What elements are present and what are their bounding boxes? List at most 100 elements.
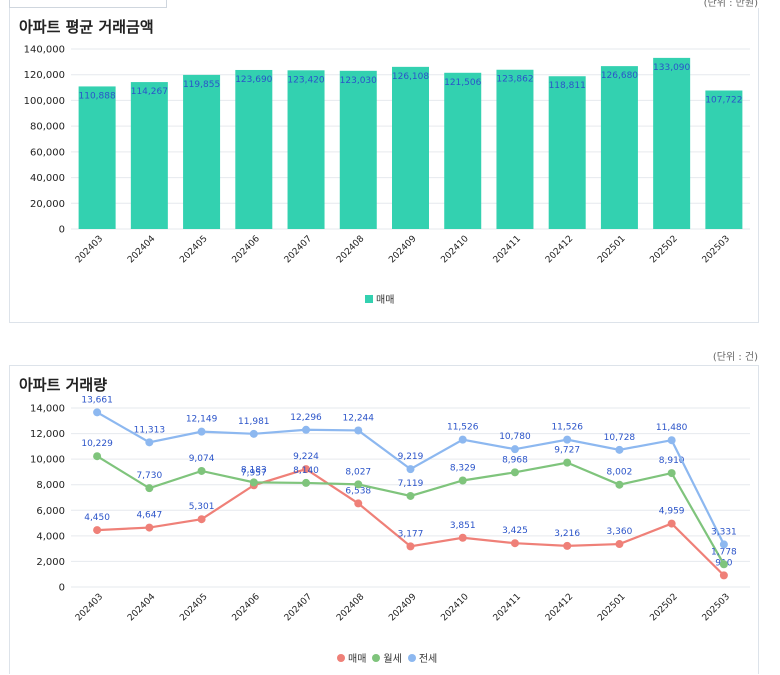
bar-value-label: 123,690 <box>235 75 272 85</box>
x-tick-label: 202406 <box>231 234 263 266</box>
avg-price-chart-title: 아파트 평균 거래금액 <box>19 18 154 36</box>
point-월세-202412 <box>563 458 572 467</box>
x-tick-label: 202501 <box>596 592 627 623</box>
volume-chart-panel: 아파트 거래량 0 2,000 4,000 6,000 8,000 10,000 12,00… <box>9 365 759 674</box>
x-tick-label: 202408 <box>335 234 367 266</box>
point-월세-202410 <box>458 476 467 485</box>
bar-202408 <box>339 70 377 229</box>
legend-item[interactable]: 매매 <box>337 650 366 665</box>
y-tick-label: 14,000 <box>30 404 65 415</box>
point-월세-202406 <box>249 478 258 487</box>
avg-price-bar-chart: 0 20,000 40,000 60,000 80,000 100,000 120,000 1… <box>24 45 750 266</box>
point-value-label: 9,224 <box>293 452 319 462</box>
bar-value-label: 126,680 <box>601 71 638 81</box>
point-value-label: 8,910 <box>659 456 685 466</box>
legend-label: 전세 <box>418 654 438 665</box>
legend-item[interactable]: 매매 <box>365 291 394 306</box>
x-tick-label: 202408 <box>335 592 367 624</box>
bar-202411 <box>496 69 534 229</box>
legend-item[interactable]: 월세 <box>372 650 402 665</box>
avg-price-legend: 매매 <box>365 291 394 306</box>
point-매매-202412 <box>563 541 572 550</box>
price-unit-label: (단위 : 만원) <box>703 0 758 9</box>
bar-value-label: 123,030 <box>340 76 377 86</box>
bar-202406 <box>235 69 273 229</box>
point-value-label: 11,313 <box>134 425 166 435</box>
point-매매-202404 <box>145 523 154 532</box>
point-value-label: 3,216 <box>554 529 580 539</box>
y-tick-label: 6,000 <box>36 506 65 517</box>
point-value-label: 7,730 <box>136 471 162 481</box>
point-월세-202408 <box>354 480 363 489</box>
volume-chart-title: 아파트 거래량 <box>19 376 108 394</box>
point-매매-202501 <box>615 540 624 549</box>
legend-item[interactable]: 전세 <box>407 650 438 665</box>
x-tick-label: 202503 <box>701 592 732 623</box>
legend-label: 월세 <box>383 654 402 665</box>
point-value-label: 11,480 <box>656 423 688 433</box>
point-value-label: 4,450 <box>84 513 110 523</box>
bar-202502 <box>653 57 691 230</box>
bar-value-label: 110,888 <box>79 91 116 101</box>
y-tick-label: 2,000 <box>36 557 65 568</box>
point-월세-202404 <box>145 484 154 493</box>
point-value-label: 7,119 <box>398 479 424 489</box>
x-tick-label: 202404 <box>126 234 158 266</box>
bar-202404 <box>130 82 168 229</box>
bar-202412 <box>548 76 586 229</box>
x-tick-label: 202407 <box>283 592 314 623</box>
point-value-label: 8,968 <box>502 455 528 465</box>
y-tick-label: 20,000 <box>30 199 65 210</box>
volume-line-chart: 0 2,000 4,000 6,000 8,000 10,000 12,000 14,000 2… <box>30 395 750 624</box>
point-전세-202501 <box>615 445 624 454</box>
x-tick-label: 202403 <box>74 592 105 623</box>
point-value-label: 7,957 <box>241 468 267 478</box>
point-value-label: 12,149 <box>186 415 218 425</box>
legend-label: 매매 <box>376 295 395 306</box>
x-tick-label: 202411 <box>492 234 523 265</box>
point-value-label: 3,851 <box>450 521 476 531</box>
y-tick-label: 40,000 <box>30 173 65 184</box>
point-value-label: 12,244 <box>343 413 375 423</box>
point-value-label: 12,296 <box>290 413 322 423</box>
bar-value-label: 107,722 <box>705 96 742 106</box>
bar-value-label: 119,855 <box>183 80 220 90</box>
point-value-label: 6,538 <box>345 486 371 496</box>
point-value-label: 3,177 <box>398 529 424 539</box>
y-tick-label: 60,000 <box>30 147 65 158</box>
y-tick-label: 120,000 <box>24 70 65 81</box>
point-매매-202407 <box>302 465 311 474</box>
point-value-label: 8,183 <box>241 465 267 475</box>
point-전세-202412 <box>563 435 572 444</box>
point-전세-202408 <box>354 426 363 435</box>
bar-value-label: 121,506 <box>444 78 481 88</box>
y-tick-label: 0 <box>59 225 65 236</box>
point-value-label: 8,002 <box>607 468 633 478</box>
x-tick-label: 202412 <box>544 592 575 623</box>
legend-swatch <box>337 653 345 662</box>
bar-value-label: 118,811 <box>549 81 586 91</box>
bar-202403 <box>78 86 116 229</box>
x-tick-label: 202403 <box>74 234 105 265</box>
y-tick-label: 10,000 <box>30 455 65 466</box>
bar-202501 <box>600 66 638 229</box>
legend-label: 매매 <box>348 654 367 665</box>
point-매매-202411 <box>510 539 519 548</box>
point-value-label: 9,074 <box>189 454 215 464</box>
point-value-label: 13,661 <box>81 395 113 405</box>
point-value-label: 11,526 <box>551 423 583 433</box>
bar-202407 <box>287 70 325 229</box>
point-월세-202501 <box>615 480 624 489</box>
y-tick-label: 12,000 <box>30 429 65 440</box>
x-tick-label: 202409 <box>387 592 419 624</box>
x-tick-label: 202502 <box>648 234 679 265</box>
point-전세-202410 <box>458 435 467 444</box>
point-전세-202406 <box>249 429 258 438</box>
point-value-label: 3,331 <box>711 527 737 537</box>
point-value-label: 3,425 <box>502 526 528 536</box>
point-매매-202502 <box>667 519 676 528</box>
point-value-label: 10,780 <box>499 432 531 442</box>
point-value-label: 4,959 <box>659 507 685 517</box>
avg-price-chart-panel: 아파트 평균 거래금액 0 20,000 40,000 60,000 80,000 100… <box>9 8 759 323</box>
x-tick-label: 202411 <box>492 592 523 623</box>
